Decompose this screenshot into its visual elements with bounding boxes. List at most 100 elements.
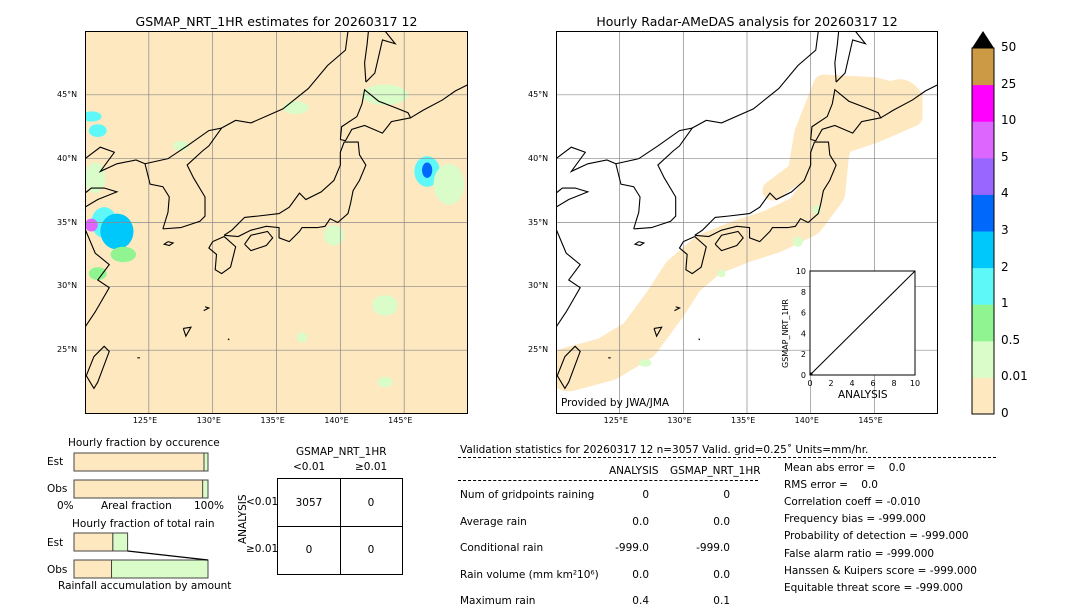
validation-header: Validation statistics for 20260317 12 n=…	[460, 444, 869, 456]
inset-x-tick: 0	[807, 379, 812, 388]
inset-y-tick: 8	[801, 288, 806, 297]
stat-gsmap: 0.1	[713, 595, 730, 607]
score-line: Frequency bias = -999.000	[784, 513, 926, 526]
rain-patch	[110, 246, 137, 263]
coastline	[674, 306, 681, 312]
credit-text: Provided by JWA/JMA	[561, 397, 670, 409]
left-map-title: GSMAP_NRT_1HR estimates for 20260317 12	[135, 14, 418, 29]
occurrence-title: Hourly fraction by occurence	[68, 437, 220, 449]
stat-label: Maximum rain	[460, 595, 536, 607]
coastline	[556, 146, 641, 230]
colorbar-label: 5	[1001, 149, 1009, 164]
lat-tick-label: 25°N	[57, 345, 78, 355]
stat-label: Num of gridpoints raining	[460, 489, 595, 501]
lon-tick-label: 145°E	[388, 416, 413, 425]
lat-tick-label: 30°N	[57, 281, 78, 291]
lat-tick-label: 40°N	[57, 153, 78, 163]
stat-label: Average rain	[460, 515, 527, 528]
colorbar-segment	[972, 340, 994, 378]
stat-gsmap: 0	[723, 489, 730, 501]
lat-tick-label: 35°N	[528, 217, 549, 227]
lon-tick-label: 135°E	[260, 416, 285, 425]
lat-tick-label: 45°N	[528, 89, 549, 99]
coastline	[694, 141, 837, 243]
inset-ylabel: GSMAP_NRT_1HR	[781, 299, 790, 368]
occ-obs-label: Obs	[47, 483, 68, 495]
coastline	[85, 146, 170, 230]
coastline	[678, 235, 707, 275]
coastline	[615, 127, 694, 230]
coastline	[144, 127, 223, 230]
rain-patch	[282, 101, 309, 114]
occ-est-label: Est	[47, 456, 64, 468]
diagonal-line	[809, 270, 916, 376]
inset-x-tick: 8	[891, 379, 896, 388]
inset-x-tick: 10	[910, 379, 920, 388]
rain-patch	[323, 225, 345, 246]
score-line: RMS error = 0.0	[784, 479, 878, 492]
stat-analysis: 0.4	[632, 595, 649, 607]
lon-tick-label: 145°E	[858, 416, 883, 425]
divider	[458, 480, 758, 481]
col-analysis: ANALYSIS	[609, 465, 659, 477]
rain-patch	[422, 162, 433, 178]
occ-x1: 100%	[194, 500, 225, 512]
coastline	[834, 31, 840, 83]
lon-tick-label: 125°E	[132, 416, 158, 425]
ct-cell: 0	[367, 544, 375, 556]
ct-col2: ≥0.01	[355, 461, 388, 473]
tr-est-wet	[112, 532, 129, 552]
coastline	[208, 235, 237, 275]
rain-patch	[173, 140, 189, 152]
lat-tick-label: 45°N	[57, 89, 78, 99]
lat-tick-label: 30°N	[528, 281, 549, 291]
total-rain-title: Hourly fraction of total rain	[72, 518, 215, 530]
score-line: Equitable threat score = -999.000	[784, 581, 963, 594]
lon-tick-label: 130°E	[196, 416, 221, 425]
occ-est-dry	[73, 452, 205, 472]
map-frame	[556, 31, 938, 414]
coastline	[410, 84, 468, 119]
score-line: Probability of detection = -999.000	[784, 530, 969, 543]
inset-x-tick: 6	[870, 379, 875, 388]
coastline	[556, 187, 590, 208]
rain-patch	[88, 267, 107, 280]
inset-y-tick: 10	[796, 267, 806, 276]
coastline	[85, 228, 111, 328]
lon-tick-label: 140°E	[324, 416, 349, 425]
tr-obs-wet	[111, 559, 209, 579]
ct-row2: ≥0.01	[246, 543, 279, 555]
stat-analysis: -999.0	[615, 542, 649, 554]
coastline	[85, 345, 110, 390]
colorbar-frame	[971, 47, 995, 415]
lon-tick-label: 125°E	[603, 416, 628, 425]
colorbar-segment	[972, 304, 994, 342]
colorbar-label: 0.01	[1001, 369, 1028, 384]
colorbar-label: 1	[1001, 296, 1009, 311]
ct-col1: <0.01	[293, 461, 326, 473]
scatter-point	[809, 372, 813, 376]
coastline	[182, 326, 193, 338]
score-line: False alarm ratio = -999.000	[784, 547, 935, 560]
inset-y-tick: 0	[801, 371, 806, 380]
tr-obs-label: Obs	[47, 564, 68, 576]
coastline	[221, 31, 349, 129]
score-line: Hanssen & Kuipers score = -999.000	[784, 564, 977, 577]
inset-xlabel: ANALYSIS	[838, 389, 888, 401]
lon-tick-label: 135°E	[731, 416, 756, 425]
score-line: Correlation coeff = -0.010	[784, 496, 921, 509]
ct-row1: <0.01	[246, 496, 279, 508]
coastline	[364, 31, 369, 83]
rain-patch	[377, 376, 393, 388]
ct-cell: 0	[305, 544, 313, 556]
stat-gsmap: -999.0	[696, 542, 730, 554]
colorbar-label: 2	[1001, 259, 1009, 274]
divider	[458, 457, 996, 458]
colorbar-segment	[972, 157, 994, 195]
stat-label: Rain volume (mm km²10⁶)	[460, 568, 599, 581]
lat-tick-label: 35°N	[57, 217, 78, 227]
coastline	[698, 338, 701, 341]
rain-patch	[85, 111, 102, 122]
coastline	[85, 187, 119, 208]
coastline	[835, 31, 867, 83]
